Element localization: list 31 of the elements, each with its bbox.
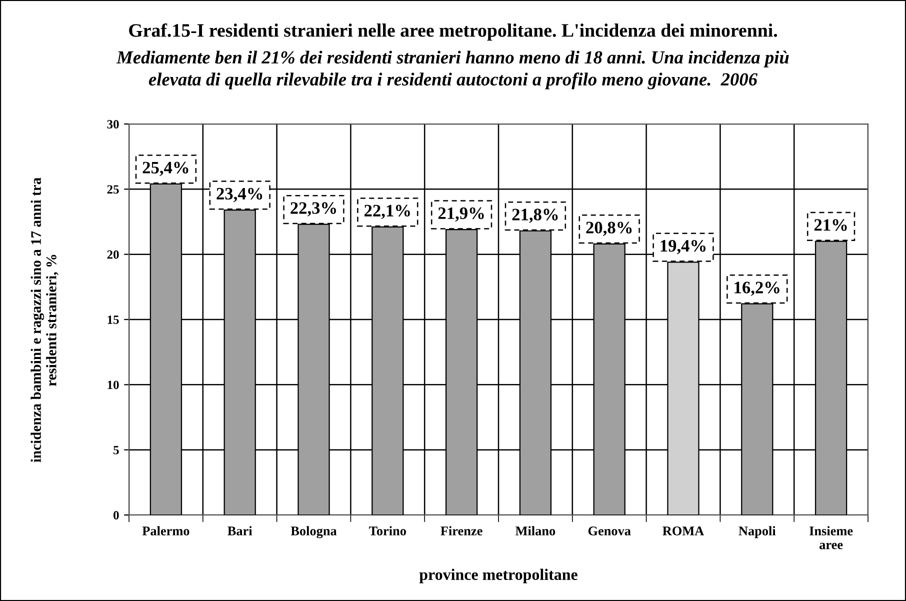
data-label: 25,4%: [142, 162, 188, 176]
y-tick-label: 20: [107, 250, 119, 259]
x-axis-title: province metropolitane: [419, 568, 578, 584]
data-label: 19,4%: [660, 240, 706, 254]
x-tick-label: Milano: [516, 526, 556, 536]
x-tick-label: Firenze: [440, 526, 482, 536]
x-tick-label: Napoli: [738, 526, 776, 538]
x-tick-label: Genova: [588, 526, 631, 536]
x-tick-label: Palermo: [142, 526, 190, 536]
x-tick-label: Bologna: [290, 526, 337, 538]
data-label: 16,2%: [734, 282, 780, 296]
x-tick-label: Insieme aree: [810, 526, 853, 550]
y-tick-label: 0: [114, 511, 119, 520]
y-tick-label: 30: [107, 120, 119, 128]
x-tick-label: ROMA: [662, 526, 704, 536]
data-label: 22,1%: [364, 204, 410, 220]
y-tick-label: 10: [108, 380, 119, 390]
x-tick-label: Bari: [228, 526, 252, 536]
data-label: 22,3%: [290, 202, 336, 216]
chart-subtitle: Mediamente ben il 21% dei residenti stranieri hanno meno di 18 anni. Una incidenza più elevata di quella rilevabile tra i residenti autoctoni a profilo meno giovane. 2006: [116, 50, 789, 90]
data-label: 23,4%: [216, 188, 262, 202]
chart-title: Graf.15-I residenti stranieri nelle aree metropolitane. L'incidenza dei minorenni.: [129, 23, 778, 41]
data-label: 20,8%: [586, 222, 632, 236]
data-label: 21,8%: [512, 208, 558, 223]
y-tick-label: 15: [108, 316, 119, 324]
y-tick-label: 25: [107, 185, 119, 194]
data-label: 21,9%: [438, 207, 484, 222]
x-tick-label: Torino: [369, 526, 406, 536]
y-axis-title: incidenza bambini e ragazzi sino a 17 anni tra residenti stranieri, %: [30, 178, 58, 462]
y-tick-label: 5: [114, 446, 119, 454]
data-label: 21%: [814, 219, 847, 231]
